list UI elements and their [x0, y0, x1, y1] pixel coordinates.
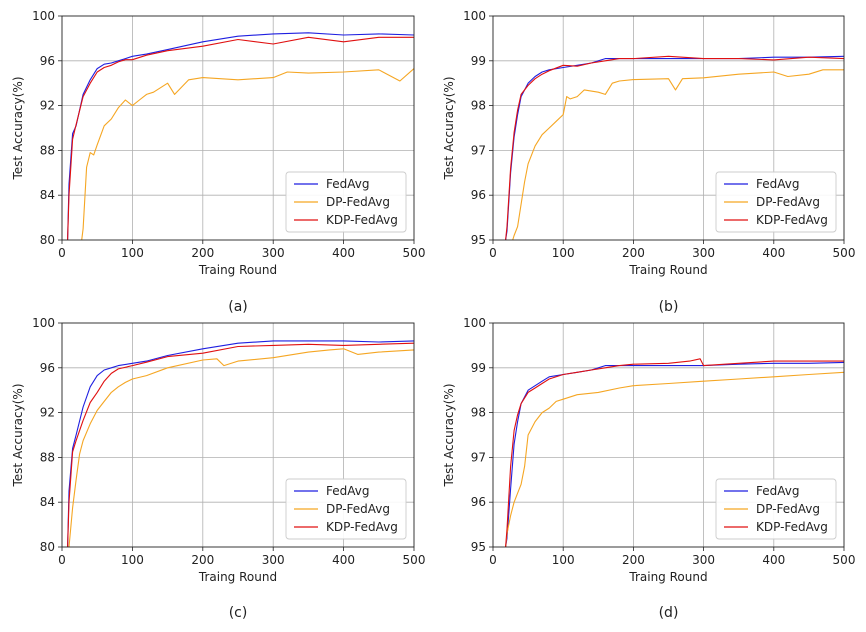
x-tick-label: 500: [833, 553, 856, 567]
series-line-dp-fedavg: [68, 348, 415, 548]
x-tick-label: 300: [692, 553, 715, 567]
x-tick-label: 200: [191, 553, 214, 567]
legend-label: FedAvg: [326, 177, 369, 191]
x-tick-label: 100: [121, 553, 144, 567]
legend: FedAvg DP-FedAvg KDP-FedAvg: [285, 478, 407, 540]
x-tick-label: 100: [552, 246, 575, 260]
legend-label: KDP-FedAvg: [326, 520, 398, 534]
legend-label: KDP-FedAvg: [326, 213, 398, 227]
y-tick-label: 80: [40, 540, 55, 554]
x-axis-label: Traing Round: [198, 570, 277, 584]
y-tick-label: 88: [40, 143, 55, 157]
y-tick-label: 99: [471, 361, 486, 375]
x-axis-label: Traing Round: [628, 570, 707, 584]
x-tick-label: 200: [191, 246, 214, 260]
axes-frame: [61, 15, 415, 241]
x-tick-label: 200: [622, 246, 645, 260]
series-line-dp-fedavg: [81, 68, 415, 241]
chart-panel-4: 0 100 200 300 400 500 95 96 97 98 99 100 Traing Roun…: [442, 316, 855, 621]
y-tick-label: 96: [40, 361, 55, 375]
y-axis-label: Test Accuracy(%): [11, 384, 25, 488]
legend-label: DP-FedAvg: [326, 195, 390, 209]
y-tick-label: 96: [471, 495, 486, 509]
panel-caption: (a): [228, 299, 248, 315]
chart-panel-1: 0 100 200 300 400 500 80 84 88 92 96 100 Traing Roun…: [11, 9, 425, 315]
legend-label: KDP-FedAvg: [756, 520, 828, 534]
legend: FedAvg DP-FedAvg KDP-FedAvg: [285, 171, 407, 233]
y-tick-label: 95: [471, 540, 486, 554]
y-tick-label: 88: [40, 450, 55, 464]
y-tick-label: 80: [40, 233, 55, 247]
y-tick-label: 100: [463, 316, 486, 330]
y-tick-label: 100: [32, 316, 55, 330]
axes-frame: [492, 15, 845, 241]
x-axis-label: Traing Round: [198, 263, 277, 277]
x-tick-label: 200: [622, 553, 645, 567]
legend-label: DP-FedAvg: [326, 502, 390, 516]
y-tick-label: 100: [463, 9, 486, 23]
axes-frame: [61, 322, 415, 548]
legend-label: DP-FedAvg: [756, 195, 820, 209]
legend: FedAvg DP-FedAvg KDP-FedAvg: [715, 171, 837, 233]
y-tick-label: 99: [471, 54, 486, 68]
legend-label: FedAvg: [756, 484, 799, 498]
y-tick-label: 100: [32, 9, 55, 23]
series-line-fedavg: [67, 340, 415, 548]
panel-caption: (d): [659, 605, 679, 621]
y-tick-label: 84: [40, 188, 55, 202]
legend: FedAvg DP-FedAvg KDP-FedAvg: [715, 478, 837, 540]
panel-caption: (c): [229, 605, 248, 621]
x-tick-label: 0: [58, 553, 66, 567]
y-tick-label: 92: [40, 406, 55, 420]
y-tick-label: 92: [40, 99, 55, 113]
series-line-kdp-fedavg: [505, 358, 844, 548]
x-tick-label: 500: [833, 246, 856, 260]
y-tick-label: 84: [40, 495, 55, 509]
x-tick-label: 0: [489, 553, 497, 567]
x-tick-label: 0: [489, 246, 497, 260]
chart-panel-3: 0 100 200 300 400 500 80 84 88 92 96 100 Traing Roun…: [11, 316, 425, 621]
y-axis-label: Test Accuracy(%): [442, 77, 456, 181]
chart-panel-2: 0 100 200 300 400 500 95 96 97 98 99 100 Traing Roun…: [442, 9, 855, 315]
legend-box: [285, 171, 407, 233]
axes-frame: [492, 322, 845, 548]
series-line-kdp-fedavg: [67, 36, 414, 241]
y-tick-label: 98: [471, 99, 486, 113]
series-line-kdp-fedavg: [67, 342, 415, 548]
legend-label: KDP-FedAvg: [756, 213, 828, 227]
legend-label: DP-FedAvg: [756, 502, 820, 516]
y-tick-label: 96: [471, 188, 486, 202]
y-axis-label: Test Accuracy(%): [442, 384, 456, 488]
series-line-dp-fedavg: [512, 69, 844, 241]
panel-caption: (b): [659, 299, 679, 315]
x-axis-label: Traing Round: [628, 263, 707, 277]
y-axis-label: Test Accuracy(%): [11, 77, 25, 181]
legend-label: FedAvg: [756, 177, 799, 191]
x-tick-label: 400: [762, 553, 785, 567]
x-tick-label: 300: [262, 246, 285, 260]
y-tick-label: 95: [471, 233, 486, 247]
x-tick-label: 500: [403, 246, 426, 260]
legend-box: [285, 478, 407, 540]
series-line-kdp-fedavg: [505, 55, 845, 241]
y-tick-label: 97: [471, 450, 486, 464]
x-tick-label: 400: [332, 246, 355, 260]
y-tick-label: 96: [40, 54, 55, 68]
x-tick-label: 300: [692, 246, 715, 260]
legend-box: [715, 171, 837, 233]
x-tick-label: 400: [332, 553, 355, 567]
legend-label: FedAvg: [326, 484, 369, 498]
x-tick-label: 0: [58, 246, 66, 260]
x-tick-label: 100: [552, 553, 575, 567]
x-tick-label: 500: [403, 553, 426, 567]
x-tick-label: 400: [762, 246, 785, 260]
series-line-dp-fedavg: [505, 371, 845, 548]
y-tick-label: 97: [471, 143, 486, 157]
x-tick-label: 300: [262, 553, 285, 567]
x-tick-label: 100: [121, 246, 144, 260]
y-tick-label: 98: [471, 406, 486, 420]
legend-box: [715, 478, 837, 540]
